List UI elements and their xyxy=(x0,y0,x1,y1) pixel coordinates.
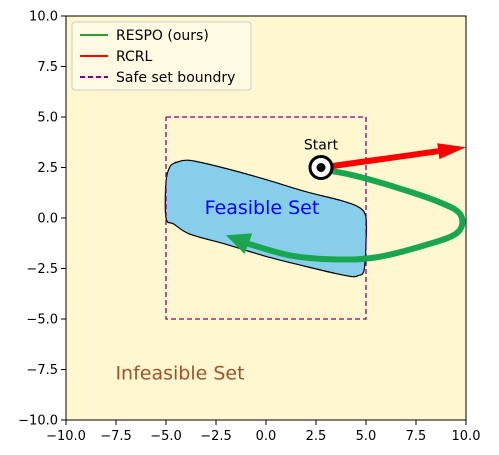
feasible-set-label: Feasible Set xyxy=(205,197,320,219)
x-tick-label: −7.5 xyxy=(100,429,132,444)
x-tick-label: 5.0 xyxy=(356,429,377,444)
y-tick-label: −5.0 xyxy=(26,313,58,328)
legend: RESPO (ours) RCRL Safe set boundry xyxy=(71,21,252,91)
x-tick-label: 7.5 xyxy=(406,429,427,444)
y-tick-label: −10.0 xyxy=(18,414,58,429)
y-tick-label: −2.5 xyxy=(26,262,58,277)
start-marker-inner xyxy=(316,163,326,172)
legend-label-rcrl: RCRL xyxy=(116,49,153,65)
y-tick-label: 5.0 xyxy=(37,111,58,126)
y-tick-label: 0.0 xyxy=(37,212,58,227)
y-axis: −10.0 −7.5 −5.0 −2.5 0.0 2.5 5.0 7.5 10.0 xyxy=(18,10,66,429)
x-tick-label: 2.5 xyxy=(306,429,327,444)
start-marker xyxy=(308,155,334,180)
feasible-region xyxy=(164,159,368,278)
legend-label-safe-boundary: Safe set boundry xyxy=(116,70,235,86)
legend-box xyxy=(71,21,252,91)
respo-arrowhead xyxy=(226,233,253,254)
safe-set-boundary xyxy=(165,116,367,320)
x-tick-label: −2.5 xyxy=(200,429,232,444)
rcrl-trajectory xyxy=(321,148,439,171)
x-tick-label: −10.0 xyxy=(46,429,86,444)
y-tick-label: −7.5 xyxy=(26,363,58,378)
y-tick-label: 2.5 xyxy=(37,161,58,176)
y-tick-label: 7.5 xyxy=(37,60,58,75)
x-tick-label: −5.0 xyxy=(150,429,182,444)
respo-trajectory xyxy=(243,166,466,263)
x-tick-label: 0.0 xyxy=(256,429,277,444)
x-tick-label: 10.0 xyxy=(452,429,481,444)
start-label: Start xyxy=(304,137,339,153)
infeasible-set-label: Infeasible Set xyxy=(115,363,244,385)
rcrl-arrowhead xyxy=(437,143,466,160)
y-tick-label: 10.0 xyxy=(29,10,58,25)
x-axis: −10.0 −7.5 −5.0 −2.5 0.0 2.5 5.0 7.5 10.0 xyxy=(46,420,480,444)
legend-label-respo: RESPO (ours) xyxy=(116,28,209,44)
